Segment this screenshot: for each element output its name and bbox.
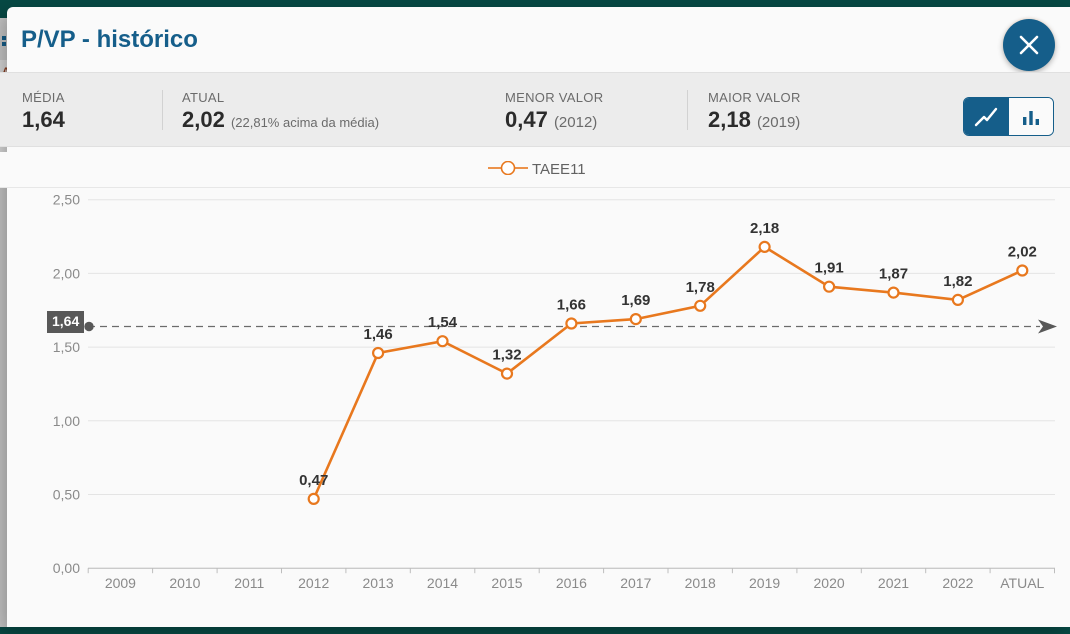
svg-text:ATUAL: ATUAL: [1000, 575, 1044, 591]
svg-text:1,69: 1,69: [621, 292, 650, 309]
svg-text:1,54: 1,54: [428, 314, 458, 331]
svg-text:2013: 2013: [363, 575, 394, 591]
svg-text:1,50: 1,50: [53, 339, 80, 355]
svg-text:2009: 2009: [105, 575, 136, 591]
svg-text:1,46: 1,46: [363, 326, 392, 343]
svg-text:2018: 2018: [685, 575, 716, 591]
svg-text:2020: 2020: [814, 575, 845, 591]
svg-text:2021: 2021: [878, 575, 909, 591]
svg-text:1,87: 1,87: [879, 266, 908, 283]
svg-text:0,00: 0,00: [53, 560, 80, 576]
svg-text:2012: 2012: [298, 575, 329, 591]
svg-text:1,91: 1,91: [814, 260, 843, 277]
svg-text:1,32: 1,32: [492, 347, 521, 364]
svg-text:1,82: 1,82: [943, 273, 972, 290]
svg-text:1,78: 1,78: [686, 279, 715, 296]
svg-text:0,50: 0,50: [53, 487, 80, 503]
svg-text:2014: 2014: [427, 575, 458, 591]
svg-text:2011: 2011: [234, 575, 264, 591]
svg-text:2,50: 2,50: [53, 192, 80, 208]
svg-text:2,02: 2,02: [1008, 244, 1037, 261]
svg-text:0,47: 0,47: [299, 472, 328, 489]
svg-text:2,18: 2,18: [750, 220, 779, 237]
svg-text:2016: 2016: [556, 575, 587, 591]
svg-text:2010: 2010: [169, 575, 200, 591]
svg-text:2015: 2015: [491, 575, 522, 591]
svg-text:2,00: 2,00: [53, 265, 80, 281]
svg-text:2022: 2022: [942, 575, 973, 591]
svg-text:1,66: 1,66: [557, 297, 586, 314]
svg-text:2019: 2019: [749, 575, 780, 591]
svg-text:2017: 2017: [620, 575, 651, 591]
svg-text:1,00: 1,00: [53, 413, 80, 429]
